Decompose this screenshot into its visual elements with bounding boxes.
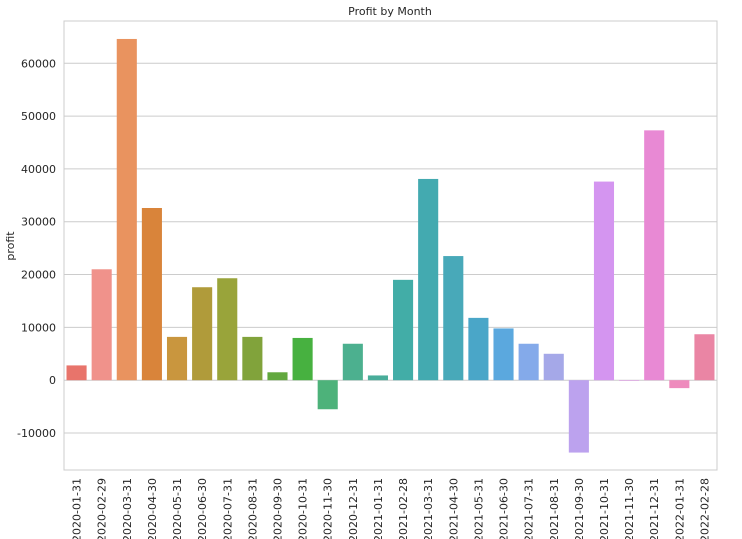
x-tick-label: 2021-06-30 bbox=[498, 478, 511, 539]
y-tick-label: 0 bbox=[49, 374, 56, 387]
bar-2020-11-30 bbox=[317, 380, 338, 410]
bar-2020-12-31 bbox=[342, 343, 363, 381]
x-tick-label: 2021-04-30 bbox=[447, 478, 460, 539]
x-tick-label: 2020-07-31 bbox=[221, 478, 234, 539]
x-tick-labels: 2020-01-31 2020-02-29 2020-03-31 2020-04-30… bbox=[71, 478, 712, 539]
bar-2020-01-31 bbox=[66, 365, 87, 381]
bar-2021-11-30 bbox=[619, 380, 640, 381]
y-tick-labels: -10000 0 10000 20000 30000 40000 50000 60000 bbox=[17, 57, 56, 440]
x-tick-label: 2021-05-31 bbox=[472, 478, 485, 539]
y-tick-label: 50000 bbox=[21, 110, 56, 123]
x-tick-label: 2021-12-31 bbox=[648, 478, 661, 539]
bar-2021-02-28 bbox=[393, 279, 414, 381]
x-tick-label: 2021-10-31 bbox=[598, 478, 611, 539]
bar-2020-06-30 bbox=[192, 287, 213, 381]
bars bbox=[66, 38, 715, 453]
bar-2021-08-31 bbox=[543, 353, 564, 381]
bar-2020-09-30 bbox=[267, 372, 288, 381]
bar-2021-07-31 bbox=[518, 343, 539, 381]
bar-2021-06-30 bbox=[493, 328, 514, 381]
x-tick-label: 2022-02-28 bbox=[698, 478, 711, 539]
x-tick-label: 2020-10-31 bbox=[297, 478, 310, 539]
plot-frame bbox=[63, 20, 718, 471]
x-tick-label: 2020-11-30 bbox=[322, 478, 335, 539]
y-tick-label: 30000 bbox=[21, 216, 56, 229]
y-tick-label: 20000 bbox=[21, 269, 56, 282]
chart-title: Profit by Month bbox=[348, 5, 432, 18]
x-tick-label: 2020-06-30 bbox=[196, 478, 209, 539]
y-tick-label: -10000 bbox=[17, 427, 56, 440]
x-tick-label: 2021-07-31 bbox=[523, 478, 536, 539]
bar-2020-05-31 bbox=[166, 336, 188, 381]
bar-2021-03-31 bbox=[418, 178, 439, 381]
x-tick-label: 2021-01-31 bbox=[372, 478, 385, 539]
bar-2021-10-31 bbox=[593, 181, 615, 381]
y-tick-label: 40000 bbox=[21, 163, 56, 176]
bar-2022-02-28 bbox=[694, 334, 715, 381]
bar-2021-05-31 bbox=[468, 317, 489, 381]
x-tick-label: 2021-02-28 bbox=[397, 478, 410, 539]
y-tick-label: 60000 bbox=[21, 57, 56, 70]
x-tick-label: 2021-03-31 bbox=[422, 478, 435, 539]
bar-2020-07-31 bbox=[217, 278, 238, 381]
x-tick-label: 2020-12-31 bbox=[347, 478, 360, 539]
bar-2020-03-31 bbox=[116, 38, 137, 381]
bar-2020-08-31 bbox=[242, 336, 263, 381]
x-tick-label: 2022-01-31 bbox=[673, 478, 686, 539]
bar-2020-10-31 bbox=[292, 337, 313, 381]
x-tick-label: 2020-05-31 bbox=[171, 478, 184, 539]
x-tick-label: 2021-08-31 bbox=[548, 478, 561, 539]
bar-2021-09-30 bbox=[568, 380, 589, 453]
bar-2021-01-31 bbox=[367, 375, 388, 381]
bar-2022-01-31 bbox=[669, 380, 690, 389]
bar-2020-02-29 bbox=[91, 269, 112, 381]
x-tick-label: 2021-11-30 bbox=[623, 478, 636, 539]
bar-2021-04-30 bbox=[443, 256, 464, 381]
y-axis-label: profit bbox=[4, 231, 17, 261]
x-tick-label: 2020-04-30 bbox=[146, 478, 159, 539]
x-tick-label: 2020-02-29 bbox=[96, 478, 109, 539]
x-tick-label: 2020-03-31 bbox=[121, 478, 134, 539]
bar-2021-12-31 bbox=[644, 130, 665, 381]
x-tick-label: 2021-09-30 bbox=[573, 478, 586, 539]
bar-2020-04-30 bbox=[141, 207, 162, 381]
y-tick-label: 10000 bbox=[21, 321, 56, 334]
x-tick-label: 2020-01-31 bbox=[71, 478, 84, 539]
x-tick-label: 2020-09-30 bbox=[271, 478, 284, 539]
x-tick-label: 2020-08-31 bbox=[246, 478, 259, 539]
